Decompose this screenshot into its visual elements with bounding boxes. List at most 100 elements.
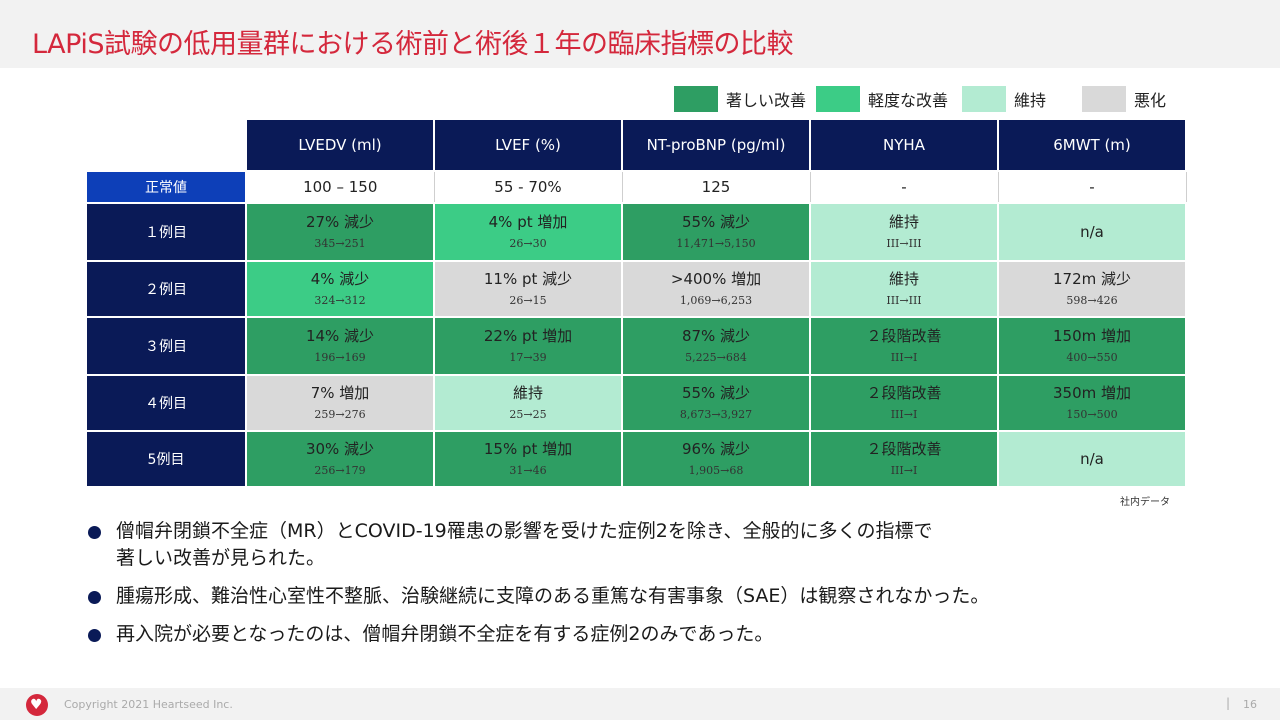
normal-values-row: 正常値 100 – 150 55 - 70% 125 - - — [85, 170, 1187, 204]
slide-title: LAPiS試験の低用量群における術前と術後１年の臨床指標の比較 — [32, 29, 793, 60]
legend-swatch — [962, 86, 1007, 112]
cell-sub-value: 598→426 — [1066, 294, 1118, 307]
column-header: NYHA — [809, 118, 999, 172]
cell-main-value: 維持 — [888, 213, 919, 231]
table-corner — [86, 119, 246, 171]
cell-main-value: 維持 — [888, 270, 919, 288]
title-bar: LAPiS試験の低用量群における術前と術後１年の臨床指標の比較 — [0, 0, 1280, 68]
cell-sub-value: 259→276 — [314, 408, 366, 421]
legend-swatch — [674, 86, 718, 112]
row-header: ４例目 — [85, 374, 247, 432]
bullet-list: 僧帽弁閉鎖不全症（MR）とCOVID-19罹患の影響を受けた症例2を除き、全般的… — [88, 518, 1208, 659]
row-header: ２例目 — [85, 260, 247, 318]
data-cell: 11% pt 減少 26→15 — [433, 260, 623, 318]
cell-sub-value: 8,673→3,927 — [679, 408, 753, 421]
data-cell: 96% 減少 1,905→68 — [621, 430, 811, 488]
legend-swatch — [1082, 86, 1127, 112]
cell-sub-value: III→I — [890, 408, 918, 421]
cell-main-value: 維持 — [512, 384, 543, 402]
data-cell: 55% 減少 11,471→5,150 — [621, 202, 811, 262]
data-cell: 維持 III→III — [809, 260, 999, 318]
legend-item-worsened: 悪化 — [1082, 86, 1166, 112]
cell-main-value: 14% 減少 — [305, 327, 375, 345]
bullet-dot — [88, 526, 101, 539]
cell-main-value: 22% pt 増加 — [483, 327, 573, 345]
column-header: 6MWT (m) — [997, 118, 1187, 172]
cell-main-value: ２段階改善 — [866, 440, 942, 458]
cell-sub-value: 256→179 — [314, 464, 366, 477]
normal-value-cell: - — [997, 170, 1187, 204]
copyright-text: Copyright 2021 Heartseed Inc. — [64, 698, 233, 711]
bullet-text: 腫瘍形成、難治性心室性不整脈、治験継続に支障のある重篤な有害事象（SAE）は観察… — [116, 585, 990, 607]
normal-value-cell: 125 — [621, 170, 811, 204]
data-cell: >400% 増加 1,069→6,253 — [621, 260, 811, 318]
cell-sub-value: 400→550 — [1066, 351, 1118, 364]
legend-label: 著しい改善 — [726, 91, 807, 110]
cell-sub-value: 11,471→5,150 — [676, 237, 756, 250]
cell-sub-value: 26→15 — [509, 294, 547, 307]
legend-label: 軽度な改善 — [868, 91, 949, 110]
cell-main-value: n/a — [1080, 450, 1104, 468]
bullet-item: 僧帽弁閉鎖不全症（MR）とCOVID-19罹患の影響を受けた症例2を除き、全般的… — [88, 518, 1208, 572]
data-cell: 55% 減少 8,673→3,927 — [621, 374, 811, 432]
bullet-item: 再入院が必要となったのは、僧帽弁閉鎖不全症を有する症例2のみであった。 — [88, 621, 1208, 648]
cell-sub-value: 31→46 — [509, 464, 547, 477]
table-row: ２例目 4% 減少 324→312 11% pt 減少 26→15 >400% 増加 1,0… — [85, 260, 1187, 318]
data-cell: 22% pt 増加 17→39 — [433, 316, 623, 376]
cell-sub-value: 26→30 — [509, 237, 547, 250]
cell-sub-value: 150→500 — [1066, 408, 1118, 421]
data-cell: n/a — [997, 430, 1187, 488]
legend: 著しい改善 軽度な改善 維持 悪化 — [674, 86, 1166, 112]
data-cell: 30% 減少 256→179 — [245, 430, 435, 488]
row-header: 正常値 — [85, 170, 247, 204]
table-row: ４例目 7% 増加 259→276 維持 25→25 55% 減少 8,673→3,927 ２… — [85, 374, 1187, 432]
data-cell: ２段階改善 III→I — [809, 316, 999, 376]
cell-main-value: 172m 減少 — [1052, 270, 1131, 288]
cell-sub-value: 25→25 — [509, 408, 547, 421]
comparison-table: LVEDV (ml) LVEF (%) NT-proBNP (pg/ml) NY… — [85, 118, 1187, 488]
row-header: ３例目 — [85, 316, 247, 376]
cell-main-value: 4% 減少 — [310, 270, 370, 288]
cell-main-value: ２段階改善 — [866, 327, 942, 345]
data-cell: 350m 増加 150→500 — [997, 374, 1187, 432]
bullet-text: 僧帽弁閉鎖不全症（MR）とCOVID-19罹患の影響を受けた症例2を除き、全般的… — [116, 520, 933, 542]
bullet-text: 著しい改善が見られた。 — [116, 547, 326, 569]
normal-value-cell: 100 – 150 — [245, 170, 435, 204]
footer: ♥ Copyright 2021 Heartseed Inc. | 16 — [0, 688, 1280, 720]
data-cell: 7% 増加 259→276 — [245, 374, 435, 432]
cell-sub-value: III→I — [890, 464, 918, 477]
data-cell: 27% 減少 345→251 — [245, 202, 435, 262]
cell-sub-value: 17→39 — [509, 351, 547, 364]
cell-main-value: 350m 増加 — [1052, 384, 1131, 402]
data-cell: ２段階改善 III→I — [809, 374, 999, 432]
legend-item-significant: 著しい改善 — [674, 86, 806, 112]
data-source-note: 社内データ — [1120, 497, 1170, 508]
column-header: LVEDV (ml) — [245, 118, 435, 172]
bullet-text: 再入院が必要となったのは、僧帽弁閉鎖不全症を有する症例2のみであった。 — [116, 623, 774, 645]
legend-item-maintained: 維持 — [962, 86, 1046, 112]
comparison-table-wrap: LVEDV (ml) LVEF (%) NT-proBNP (pg/ml) NY… — [85, 118, 1187, 488]
legend-label: 維持 — [1014, 91, 1047, 110]
data-cell: 4% 減少 324→312 — [245, 260, 435, 318]
data-cell: 14% 減少 196→169 — [245, 316, 435, 376]
table-row: １例目 27% 減少 345→251 4% pt 増加 26→30 55% 減少 11,47… — [85, 202, 1187, 262]
cell-sub-value: 1,905→68 — [688, 464, 744, 477]
heart-icon: ♥ — [26, 694, 48, 716]
table-row: ３例目 14% 減少 196→169 22% pt 増加 17→39 87% 減少 5,22… — [85, 316, 1187, 376]
normal-value-cell: 55 - 70% — [433, 170, 623, 204]
cell-main-value: n/a — [1080, 223, 1104, 241]
data-cell: n/a — [997, 202, 1187, 262]
cell-main-value: 11% pt 減少 — [483, 270, 573, 288]
column-header: NT-proBNP (pg/ml) — [621, 118, 811, 172]
table-row: 5例目 30% 減少 256→179 15% pt 増加 31→46 96% 減少 1,90… — [85, 430, 1187, 488]
data-cell: 4% pt 増加 26→30 — [433, 202, 623, 262]
cell-sub-value: 1,069→6,253 — [679, 294, 753, 307]
cell-main-value: 87% 減少 — [681, 327, 751, 345]
cell-sub-value: 345→251 — [314, 237, 366, 250]
cell-main-value: 4% pt 増加 — [488, 213, 568, 231]
cell-main-value: ２段階改善 — [866, 384, 942, 402]
data-cell: ２段階改善 III→I — [809, 430, 999, 488]
cell-sub-value: III→III — [886, 294, 922, 307]
legend-item-mild: 軽度な改善 — [816, 86, 948, 112]
cell-sub-value: 324→312 — [314, 294, 366, 307]
